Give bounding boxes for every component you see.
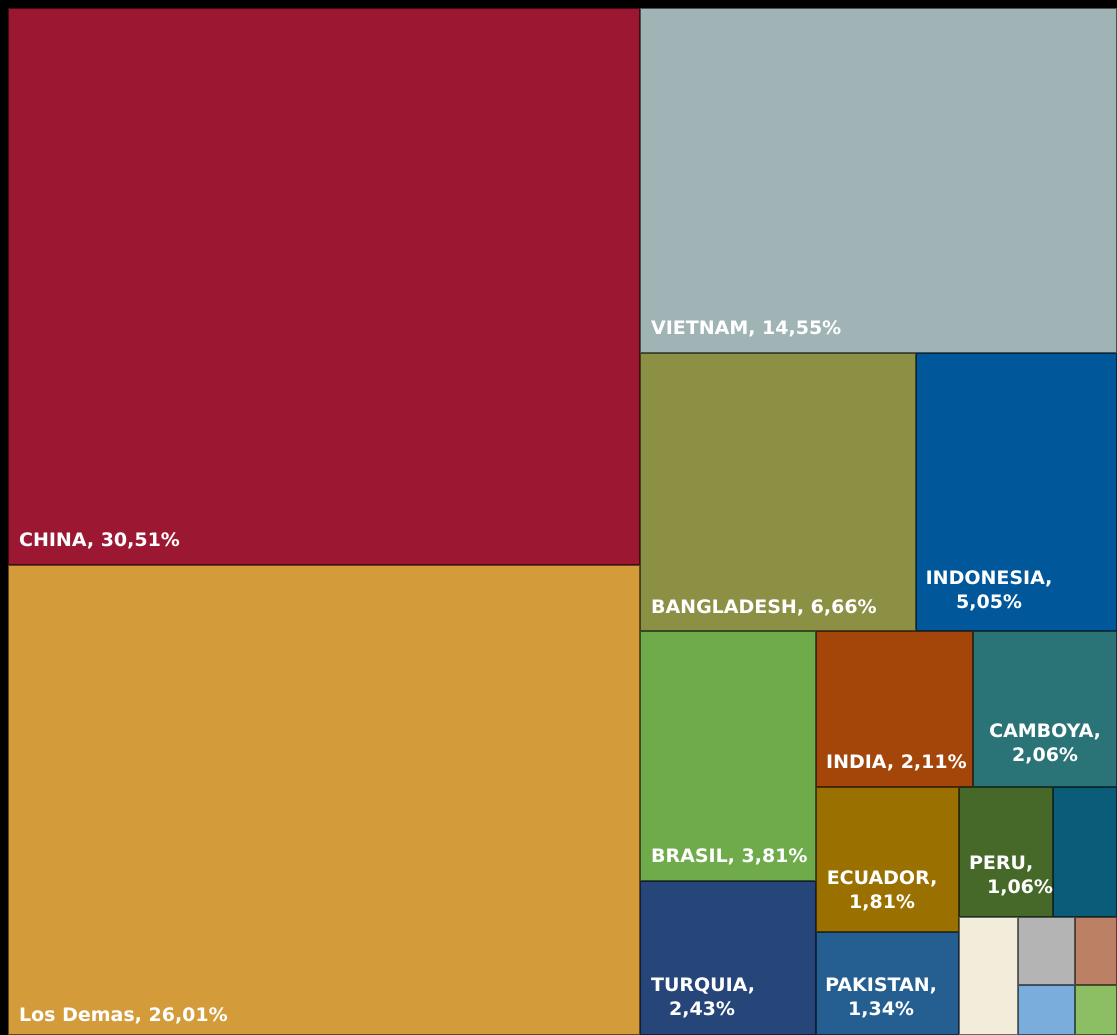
treemap-label: INDONESIA, 5,05%: [925, 567, 1053, 613]
treemap-tile-14: [1018, 917, 1075, 985]
treemap-tile-ecuador: [816, 787, 959, 932]
treemap-tile-pakistan: [816, 932, 959, 1035]
treemap-label: BRASIL, 3,81%: [651, 845, 808, 867]
treemap-label: PERU, 1,06%: [969, 852, 1053, 898]
treemap-label: CHINA, 30,51%: [19, 529, 180, 551]
treemap-tile-india: [816, 631, 973, 787]
treemap-tile-15: [1075, 917, 1117, 985]
treemap-tile-los-demas: [8, 565, 640, 1035]
treemap-tile-16: [1018, 985, 1075, 1035]
treemap-label: TURQUIA, 2,43%: [651, 974, 755, 1020]
treemap-label: ECUADOR, 1,81%: [826, 867, 938, 913]
treemap-tile-17: [1075, 985, 1117, 1035]
treemap-tile-brasil: [640, 631, 816, 881]
treemap-tile-indonesia: [916, 353, 1117, 631]
treemap-label: VIETNAM, 14,55%: [651, 317, 842, 339]
treemap-label: PAKISTAN, 1,34%: [825, 974, 937, 1020]
treemap-tile-peru: [959, 787, 1053, 917]
treemap-tile-bangladesh: [640, 353, 916, 631]
treemap-label: CAMBOYA, 2,06%: [989, 720, 1101, 766]
treemap-tile-vietnam: [640, 8, 1117, 353]
treemap-tile-camboya: [973, 631, 1117, 787]
treemap-label: INDIA, 2,11%: [826, 751, 967, 773]
treemap-tile-13: [959, 917, 1018, 1035]
treemap-tile-12: [1053, 787, 1117, 917]
treemap-label: BANGLADESH, 6,66%: [651, 596, 877, 618]
treemap-label: Los Demas, 26,01%: [19, 1004, 228, 1026]
treemap-tile-china: [8, 8, 640, 565]
